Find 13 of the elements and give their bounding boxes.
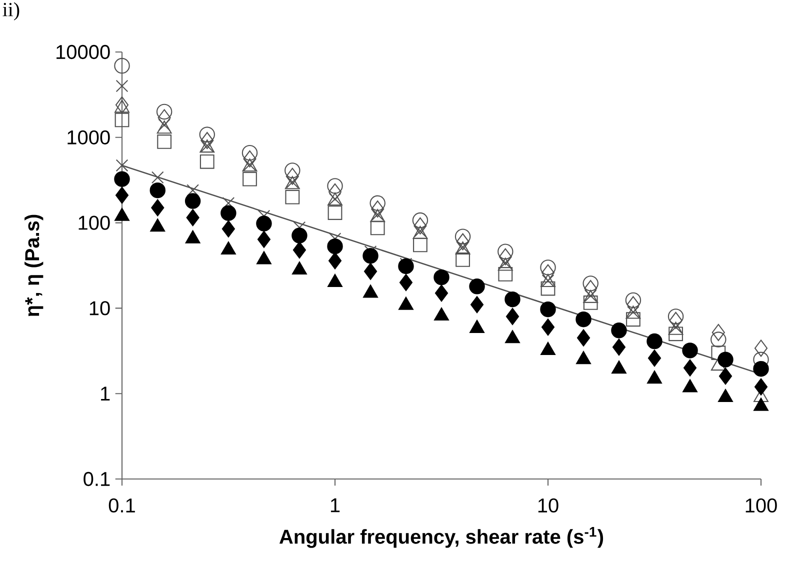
x-tick-label: 100 (746, 498, 777, 513)
y-tick-label: 1 (101, 386, 110, 400)
x-tick-label: 1 (330, 498, 340, 512)
y-tick-label: 10000 (56, 44, 110, 60)
y-axis-title: η*, η (Pa.s) (24, 214, 44, 316)
x-axis-title: Angular frequency, shear rate (s$^{-1}$) (279, 527, 604, 548)
y-tick-label: 100 (78, 216, 110, 230)
x-tick-label: 0.1 (108, 498, 135, 513)
x-tick-label: 10 (538, 498, 558, 513)
y-tick-label: 0.1 (84, 472, 110, 486)
y-tick-label: 10 (90, 301, 110, 316)
y-tick-label: 1000 (68, 130, 110, 144)
chart-title: ii) (2, 2, 20, 20)
